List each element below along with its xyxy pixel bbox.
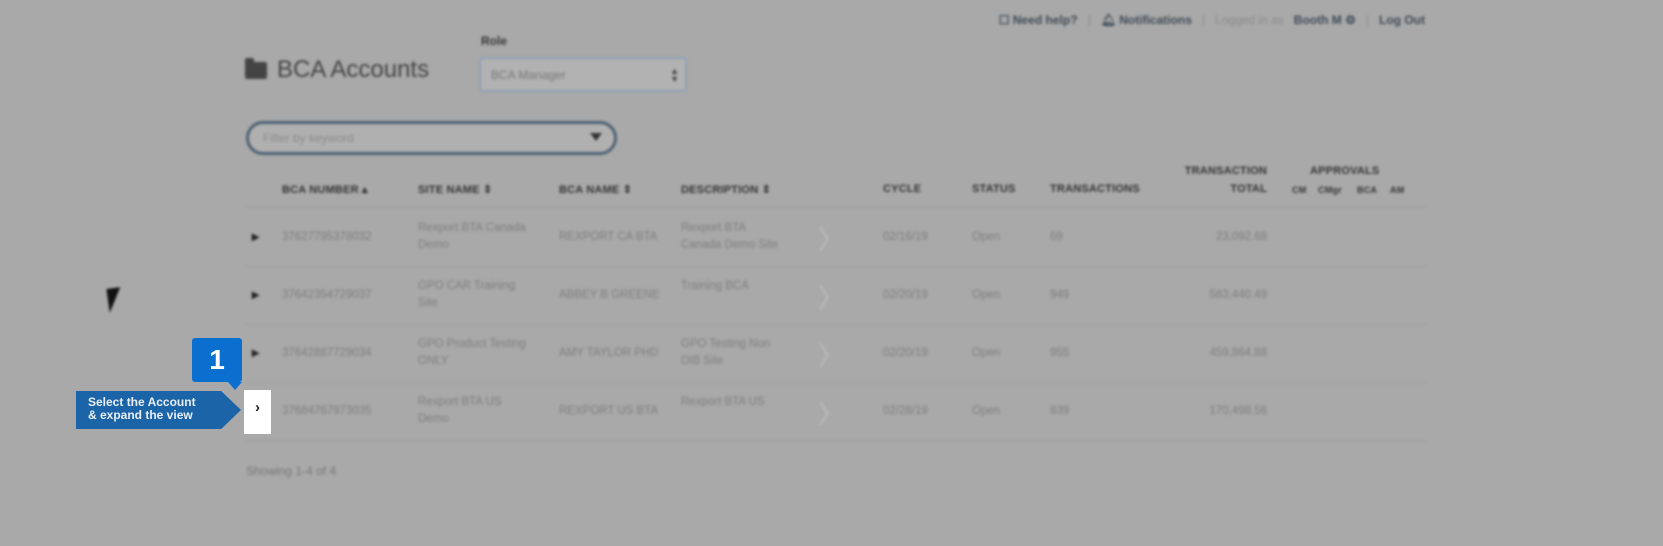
col-total-2: TOTAL [1230, 183, 1267, 195]
page-title: BCA Accounts [245, 56, 429, 84]
divider [246, 207, 1426, 208]
site-name: GPO CAR Training Site [418, 280, 516, 309]
divider [246, 324, 1426, 325]
user-menu[interactable]: Booth M ⚙ [1293, 13, 1356, 27]
cycle: 02/20/19 [883, 347, 928, 359]
top-bar: ☐ Need help? | 🔔︎ Notifications | Logged… [999, 13, 1425, 27]
bell-icon: 🔔︎ [1100, 13, 1116, 27]
col-bca-name[interactable]: BCA NAME ⇕ [559, 184, 633, 196]
transactions: 955 [1050, 347, 1070, 359]
pagination-info: Showing 1-4 of 4 [246, 464, 337, 478]
expand-toggle-icon[interactable]: ▸ [252, 228, 260, 244]
status: Open [972, 289, 1001, 301]
role-select[interactable]: BCA Manager ▲ ▼ [479, 57, 687, 92]
description: Rexport BTA Canada Demo Site [681, 222, 779, 251]
chevron-right-icon: › [255, 399, 260, 416]
approval-bca: BCA [1357, 185, 1378, 195]
bca-number: 37684767973035 [282, 405, 372, 417]
transactions: 949 [1050, 289, 1070, 301]
divider [246, 382, 1426, 383]
description: Training BCA [681, 280, 749, 292]
mouse-cursor-icon [106, 287, 124, 313]
description: Rexport BTA US [681, 396, 765, 408]
bca-name: AMY TAYLOR PHD [559, 347, 659, 359]
separator: | [1201, 13, 1206, 27]
bca-name: REXPORT US BTA [559, 405, 659, 417]
role-label: Role [481, 34, 508, 48]
site-name: GPO Product Testing ONLY [418, 338, 526, 367]
chevron-right-icon[interactable]: 〉 [818, 283, 845, 313]
divider [246, 266, 1426, 267]
status: Open [972, 405, 1001, 417]
col-transactions: TRANSACTIONS [1050, 183, 1140, 195]
status: Open [972, 347, 1001, 359]
separator: | [1365, 13, 1370, 27]
bca-number: 37642887729034 [282, 347, 372, 359]
logged-in-label: Logged in as [1215, 13, 1284, 27]
status: Open [972, 231, 1001, 243]
transactions: 69 [1050, 231, 1063, 243]
bca-name: REXPORT CA BTA [559, 231, 658, 243]
col-total-1: TRANSACTION [1184, 165, 1267, 177]
cycle: 02/28/19 [883, 405, 928, 417]
col-approvals: APPROVALS [1310, 165, 1380, 177]
cycle: 02/20/19 [883, 289, 928, 301]
site-name: Rexport BTA Canada Demo [418, 222, 526, 251]
chevron-right-icon[interactable]: 〉 [818, 399, 845, 429]
expand-row-4-highlighted[interactable]: › [244, 390, 271, 434]
approval-cm: CM [1292, 185, 1307, 195]
expand-toggle-icon[interactable]: ▸ [252, 286, 260, 302]
approval-cmgr: CMgr [1318, 185, 1342, 195]
bca-name: ABBEY B GREENE [559, 289, 660, 301]
chevron-right-icon[interactable]: 〉 [818, 341, 845, 371]
description: GPO Testing Non DIB Site [681, 338, 771, 367]
separator: | [1087, 13, 1091, 27]
filter-input[interactable]: Filter by keyword [246, 121, 617, 155]
filter-icon [590, 133, 602, 141]
col-cycle: CYCLE [883, 183, 922, 195]
bca-number: 37627795378032 [282, 231, 372, 243]
transactions: 839 [1050, 405, 1070, 417]
help-link[interactable]: ☐ Need help? [998, 13, 1078, 27]
select-arrows-icon: ▲ ▼ [670, 66, 679, 84]
tutorial-callout: Select the Account & expand the view [76, 391, 241, 429]
folder-icon [245, 57, 267, 79]
col-description[interactable]: DESCRIPTION ⇕ [681, 184, 772, 196]
transaction-total: 170,498.56 [1209, 405, 1267, 417]
col-bca-number[interactable]: BCA NUMBER ▴ [282, 184, 368, 196]
cycle: 02/16/19 [883, 231, 928, 243]
notifications-link[interactable]: 🔔︎ Notifications [1100, 13, 1192, 27]
approval-am: AM [1390, 185, 1405, 195]
transaction-total: 23,092.68 [1215, 231, 1267, 243]
chevron-right-icon[interactable]: 〉 [818, 225, 845, 255]
divider [246, 440, 1426, 441]
bca-number: 37642354729037 [282, 289, 372, 301]
transaction-total: 583,440.49 [1209, 289, 1267, 301]
gear-icon: ⚙ [1345, 13, 1356, 27]
logout-link[interactable]: Log Out [1379, 13, 1425, 27]
col-site-name[interactable]: SITE NAME ⇕ [418, 184, 493, 196]
transaction-total: 459,864.88 [1209, 347, 1267, 359]
step-badge: 1 [192, 338, 242, 390]
col-status: STATUS [972, 183, 1016, 195]
site-name: Rexport BTA US Demo [418, 396, 502, 425]
expand-toggle-icon[interactable]: ▸ [252, 344, 260, 360]
